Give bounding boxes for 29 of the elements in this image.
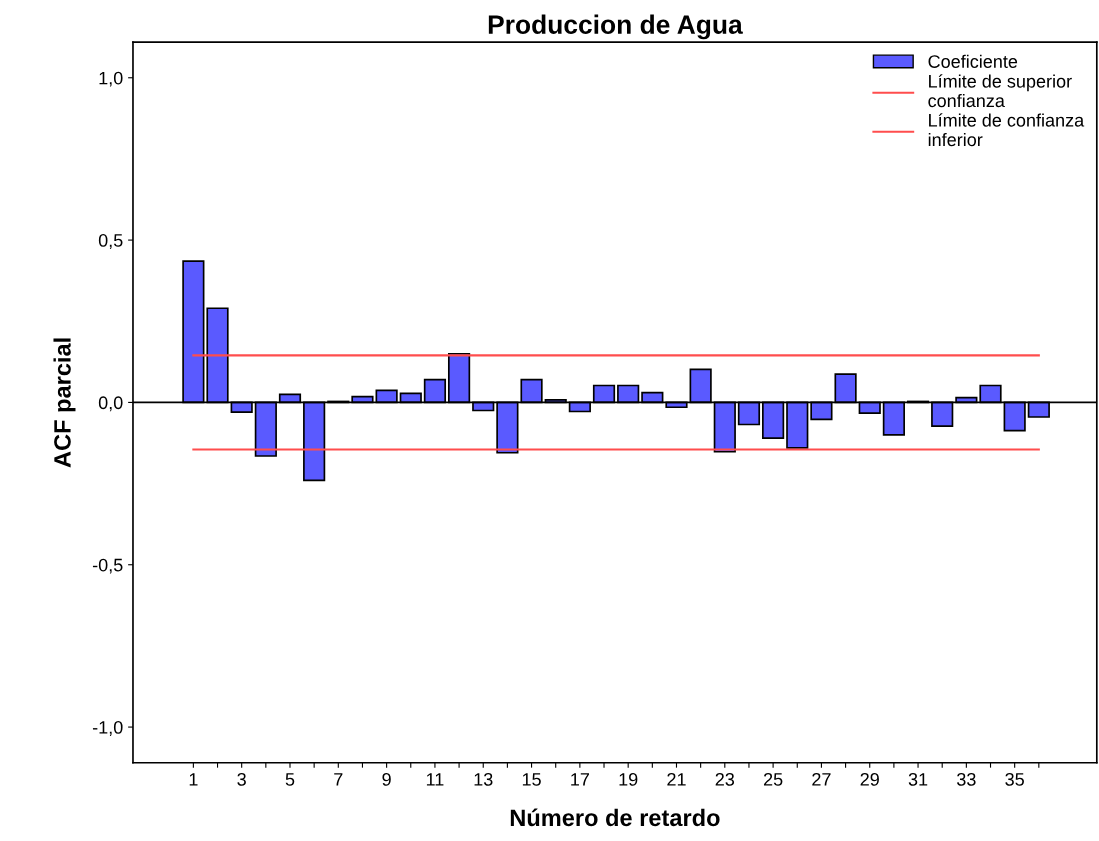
x-tick-label: 5 bbox=[285, 773, 295, 786]
x-tick-label: 31 bbox=[908, 772, 928, 786]
x-tick-label: 27 bbox=[812, 772, 831, 786]
x-tick-label: 19 bbox=[619, 772, 638, 786]
x-tick-label: 1 bbox=[189, 773, 198, 786]
x-tick-label: 11 bbox=[426, 773, 444, 786]
y-tick-label: -1,0 bbox=[92, 721, 123, 736]
y-tick-label: 0,0 bbox=[98, 396, 123, 412]
x-tick-label: 17 bbox=[571, 773, 589, 786]
x-tick-label: 25 bbox=[763, 772, 783, 786]
x-tick-label: 33 bbox=[957, 772, 976, 786]
legend-label: Límite de superior confianza bbox=[928, 74, 1072, 108]
legend-label: Límite de confianza inferior bbox=[928, 113, 1085, 147]
x-tick-label: 29 bbox=[860, 772, 879, 786]
x-tick-label: 35 bbox=[1005, 772, 1024, 786]
x-tick-label: 9 bbox=[382, 772, 391, 786]
x-axis-title: Número de retardo bbox=[510, 808, 720, 827]
x-tick-label: 7 bbox=[334, 773, 343, 786]
x-tick-label: 13 bbox=[474, 772, 493, 786]
chart-title: Produccion de Agua bbox=[488, 14, 743, 40]
y-tick-label: 0,5 bbox=[98, 234, 123, 249]
x-tick-label: 3 bbox=[237, 772, 246, 786]
x-tick-label: 21 bbox=[667, 772, 686, 786]
x-tick-label: 15 bbox=[522, 773, 541, 786]
y-axis-title: ACF parcial bbox=[53, 338, 76, 468]
legend-label: Coeficiente bbox=[928, 54, 1018, 68]
x-tick-label: 23 bbox=[715, 772, 735, 786]
y-tick-label: -0,5 bbox=[92, 558, 123, 574]
y-tick-label: 1,0 bbox=[99, 71, 123, 87]
